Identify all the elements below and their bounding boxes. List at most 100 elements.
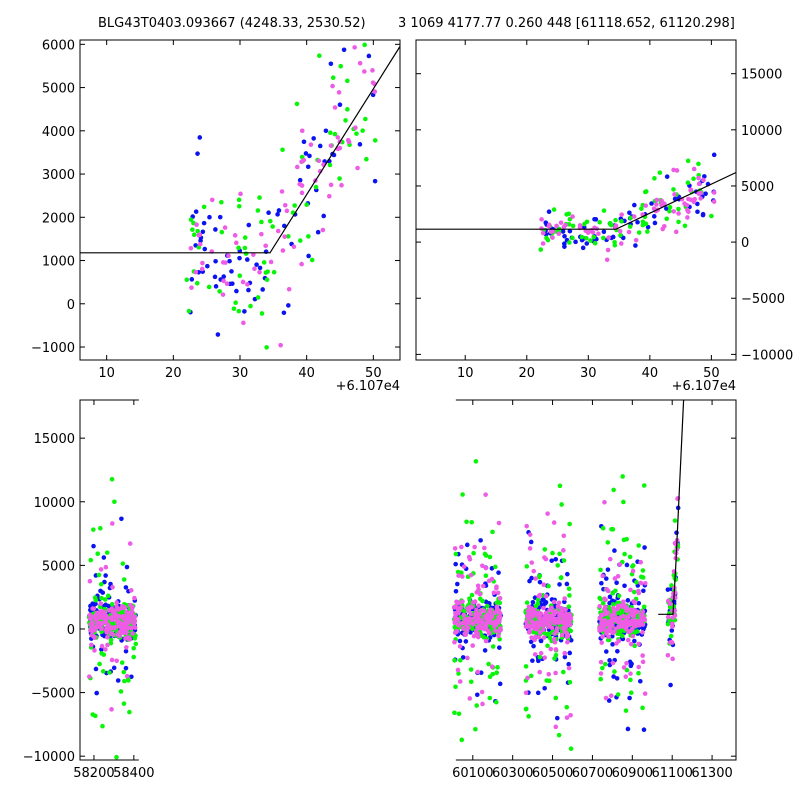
lightcurve-point <box>559 502 564 507</box>
lightcurve-point <box>628 677 633 683</box>
lightcurve-point <box>480 563 485 569</box>
lightcurve-point <box>614 676 620 681</box>
zoom-right-point <box>654 197 660 203</box>
zoom-left-point <box>195 228 201 234</box>
lightcurve-point <box>553 652 559 658</box>
zoom-right-model-line <box>416 171 736 230</box>
zoom-left-point <box>259 311 265 316</box>
lightcurve-point <box>132 595 137 601</box>
zoom-right-point <box>587 228 593 234</box>
lightcurve-point <box>568 746 574 752</box>
zoom-left-point <box>219 229 225 235</box>
zoom-left-point <box>362 42 367 48</box>
lightcurve-point <box>96 572 102 578</box>
lightcurve-point <box>552 631 558 636</box>
zoom-right-point <box>613 223 619 228</box>
lightcurve-point <box>561 558 567 563</box>
zoom-right-point <box>567 228 573 234</box>
zoom-left-point <box>237 273 243 279</box>
lightcurve-point <box>557 483 563 489</box>
zoom-right-point <box>672 192 677 197</box>
zoom-left-point <box>265 269 270 274</box>
zoom-left-x-offset-label: +6.107e4 <box>336 379 400 394</box>
lightcurve-point <box>543 620 549 625</box>
lightcurve-point <box>127 620 132 625</box>
zoom-left-ytick-label: 6000 <box>42 38 75 53</box>
zoom-left-point <box>328 130 333 135</box>
lightcurve-point <box>486 661 491 667</box>
lightcurve-point <box>610 633 615 639</box>
lightcurve-point <box>565 639 570 645</box>
lightcurve-point <box>627 695 632 701</box>
zoom-right-points <box>416 152 736 263</box>
lightcurve-point <box>554 715 560 721</box>
lightcurve-point <box>628 690 634 696</box>
lightcurve-point <box>101 555 107 560</box>
lightcurve-point <box>529 575 534 581</box>
lightcurve-point <box>132 625 138 630</box>
lightcurve-point <box>119 516 124 522</box>
lightcurve-point <box>103 564 109 570</box>
lightcurve-point <box>495 590 501 596</box>
lightcurve-point <box>628 671 633 676</box>
lightcurve-point <box>496 633 501 639</box>
zoom-right-point <box>562 233 567 239</box>
lightcurve-point <box>118 689 124 694</box>
zoom-right-ytick-label: −5000 <box>741 292 785 307</box>
zoom-left-point <box>332 105 338 110</box>
zoom-left-point <box>278 342 283 348</box>
zoom-left-xtick-label: 50 <box>365 366 382 381</box>
lightcurve-point <box>640 659 646 665</box>
zoom-left-point <box>282 234 287 239</box>
lightcurve-point <box>465 655 470 661</box>
lightcurve-point <box>631 589 637 595</box>
zoom-left-point <box>294 101 300 107</box>
zoom-left-point <box>189 285 194 290</box>
zoom-left-ytick-label: 2000 <box>42 211 75 226</box>
zoom-left-point <box>200 260 205 266</box>
lightcurve-point <box>107 670 112 675</box>
lightcurve-point <box>561 533 567 539</box>
zoom-left-point <box>257 265 263 271</box>
lightcurve-point <box>669 621 675 627</box>
zoom-right-point <box>584 219 590 225</box>
zoom-left-point <box>234 288 239 294</box>
lightcurve-point <box>109 657 115 663</box>
zoom-left-point <box>227 258 232 264</box>
lightcurve-point <box>459 544 464 550</box>
zoom-right-frame <box>415 39 737 361</box>
lightcurve-point <box>475 634 481 640</box>
full-lightcurve-ytick-label: −10000 <box>23 750 75 765</box>
zoom-left-point <box>236 245 241 251</box>
zoom-right-point <box>685 180 691 186</box>
zoom-right-ytick-label: −10000 <box>741 348 793 363</box>
zoom-left-point <box>280 248 286 253</box>
lightcurve-point <box>92 713 98 719</box>
zoom-right-point <box>685 158 691 164</box>
zoom-left-model-line <box>80 46 400 254</box>
zoom-left-point <box>370 68 375 73</box>
lightcurve-point <box>87 578 93 584</box>
zoom-left-point <box>244 257 250 262</box>
zoom-left-point <box>206 284 212 290</box>
lightcurve-point <box>91 527 96 532</box>
zoom-right-point <box>544 235 549 241</box>
lightcurve-point <box>549 558 555 563</box>
lightcurve-point <box>674 530 679 536</box>
lightcurve-point <box>563 611 569 616</box>
axis-break-top <box>138 398 456 402</box>
zoom-left-point <box>207 214 212 220</box>
lightcurve-point <box>469 519 474 525</box>
lightcurve-point <box>562 599 567 605</box>
lightcurve-point <box>453 589 459 594</box>
lightcurve-point <box>100 590 106 595</box>
lightcurve-point <box>622 624 628 629</box>
lightcurve-point <box>631 610 637 616</box>
zoom-left-point <box>284 208 290 214</box>
lightcurve-point <box>542 613 548 619</box>
zoom-right-point <box>682 223 688 229</box>
zoom-right-point <box>580 245 586 251</box>
lightcurve-point <box>544 632 550 637</box>
lightcurve-point <box>483 573 489 579</box>
zoom-left-point <box>366 53 372 59</box>
